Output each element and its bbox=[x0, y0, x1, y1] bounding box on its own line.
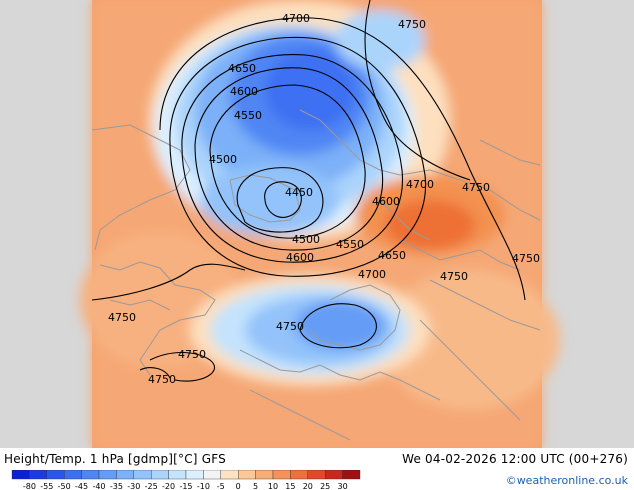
legend-swatch bbox=[342, 470, 361, 480]
contour-label: 4750 bbox=[462, 181, 490, 194]
contour-label: 4700 bbox=[406, 178, 434, 191]
legend-tick-label: 10 bbox=[268, 482, 278, 490]
contour-label: 4600 bbox=[230, 85, 258, 98]
legend-swatch bbox=[325, 470, 343, 480]
contour-label: 4750 bbox=[398, 18, 426, 31]
legend-tick-label: -40 bbox=[92, 482, 105, 490]
legend-swatch bbox=[168, 470, 187, 480]
legend-tick-label: -50 bbox=[58, 482, 71, 490]
contour-label: 4750 bbox=[148, 373, 176, 386]
coastlines bbox=[91, 109, 541, 441]
map-timestamp: We 04-02-2026 12:00 UTC (00+276) bbox=[402, 452, 628, 466]
contour-label: 4700 bbox=[282, 12, 310, 25]
legend-swatch bbox=[220, 470, 239, 480]
right-grey-strip bbox=[542, 0, 634, 448]
legend-tick-label: 30 bbox=[338, 482, 348, 490]
legend-tick-label: 15 bbox=[285, 482, 295, 490]
contour-label: 4750 bbox=[178, 348, 206, 361]
contour-label: 4600 bbox=[372, 195, 400, 208]
legend-swatch bbox=[150, 470, 169, 480]
legend-swatch bbox=[203, 470, 221, 480]
contour-label: 4500 bbox=[292, 233, 320, 246]
legend-tick-label: -80 bbox=[23, 482, 36, 490]
contour-label: 4750 bbox=[108, 311, 136, 324]
legend-tick-label: 0 bbox=[236, 482, 241, 490]
legend-swatch bbox=[237, 470, 256, 480]
contour-label: 4750 bbox=[276, 320, 304, 333]
legend-swatch bbox=[116, 470, 135, 480]
legend-tick-label: 5 bbox=[253, 482, 258, 490]
legend-swatch bbox=[46, 470, 65, 480]
legend-swatch bbox=[133, 470, 152, 480]
height-contours bbox=[91, 0, 526, 382]
map-title: Height/Temp. 1 hPa [gdmp][°C] GFS bbox=[4, 452, 226, 466]
color-legend: -80 -55 -50 -45 -40 -35 -30 -25 -20 -15 -10 -5 0 5 10 1… bbox=[11, 470, 361, 490]
weather-map: 4700 4750 4650 4600 4550 4500 4450 4700 … bbox=[0, 0, 634, 448]
contour-label: 4750 bbox=[440, 270, 468, 283]
credit-link[interactable]: ©weatheronline.co.uk bbox=[505, 474, 628, 487]
contour-label: 4500 bbox=[209, 153, 237, 166]
legend-swatch bbox=[64, 470, 82, 480]
legend-tick-label: 20 bbox=[303, 482, 313, 490]
legend-swatch bbox=[11, 470, 30, 480]
contour-labels: 4700 4750 4650 4600 4550 4500 4450 4700 … bbox=[108, 12, 540, 386]
left-grey-strip bbox=[0, 0, 92, 448]
contour-label: 4650 bbox=[228, 62, 256, 75]
legend-tick-label: -35 bbox=[110, 482, 123, 490]
contour-label: 4700 bbox=[358, 268, 386, 281]
legend-swatch bbox=[81, 470, 100, 480]
legend-tick-label: -30 bbox=[127, 482, 140, 490]
legend-swatch bbox=[185, 470, 204, 480]
legend-tick-label: -45 bbox=[75, 482, 88, 490]
legend-tick-label: 25 bbox=[320, 482, 330, 490]
footer: Height/Temp. 1 hPa [gdmp][°C] GFS We 04-… bbox=[0, 448, 634, 490]
contour-label: 4550 bbox=[336, 238, 364, 251]
legend-tick-label: -10 bbox=[197, 482, 210, 490]
contour-label: 4600 bbox=[286, 251, 314, 264]
legend-tick-label: -15 bbox=[179, 482, 192, 490]
legend-tick-label: -5 bbox=[217, 482, 225, 490]
legend-swatch bbox=[29, 470, 47, 480]
legend-tick-label: -25 bbox=[145, 482, 158, 490]
legend-swatch bbox=[98, 470, 117, 480]
legend-swatch bbox=[290, 470, 308, 480]
contour-label: 4450 bbox=[285, 186, 313, 199]
temperature-field bbox=[80, 0, 560, 448]
legend-swatch bbox=[307, 470, 326, 480]
contour-label: 4550 bbox=[234, 109, 262, 122]
legend-swatch bbox=[272, 470, 291, 480]
legend-swatch bbox=[255, 470, 274, 480]
legend-tick-label: -20 bbox=[162, 482, 175, 490]
legend-tick-label: -55 bbox=[40, 482, 53, 490]
contour-label: 4750 bbox=[512, 252, 540, 265]
contour-label: 4650 bbox=[378, 249, 406, 262]
